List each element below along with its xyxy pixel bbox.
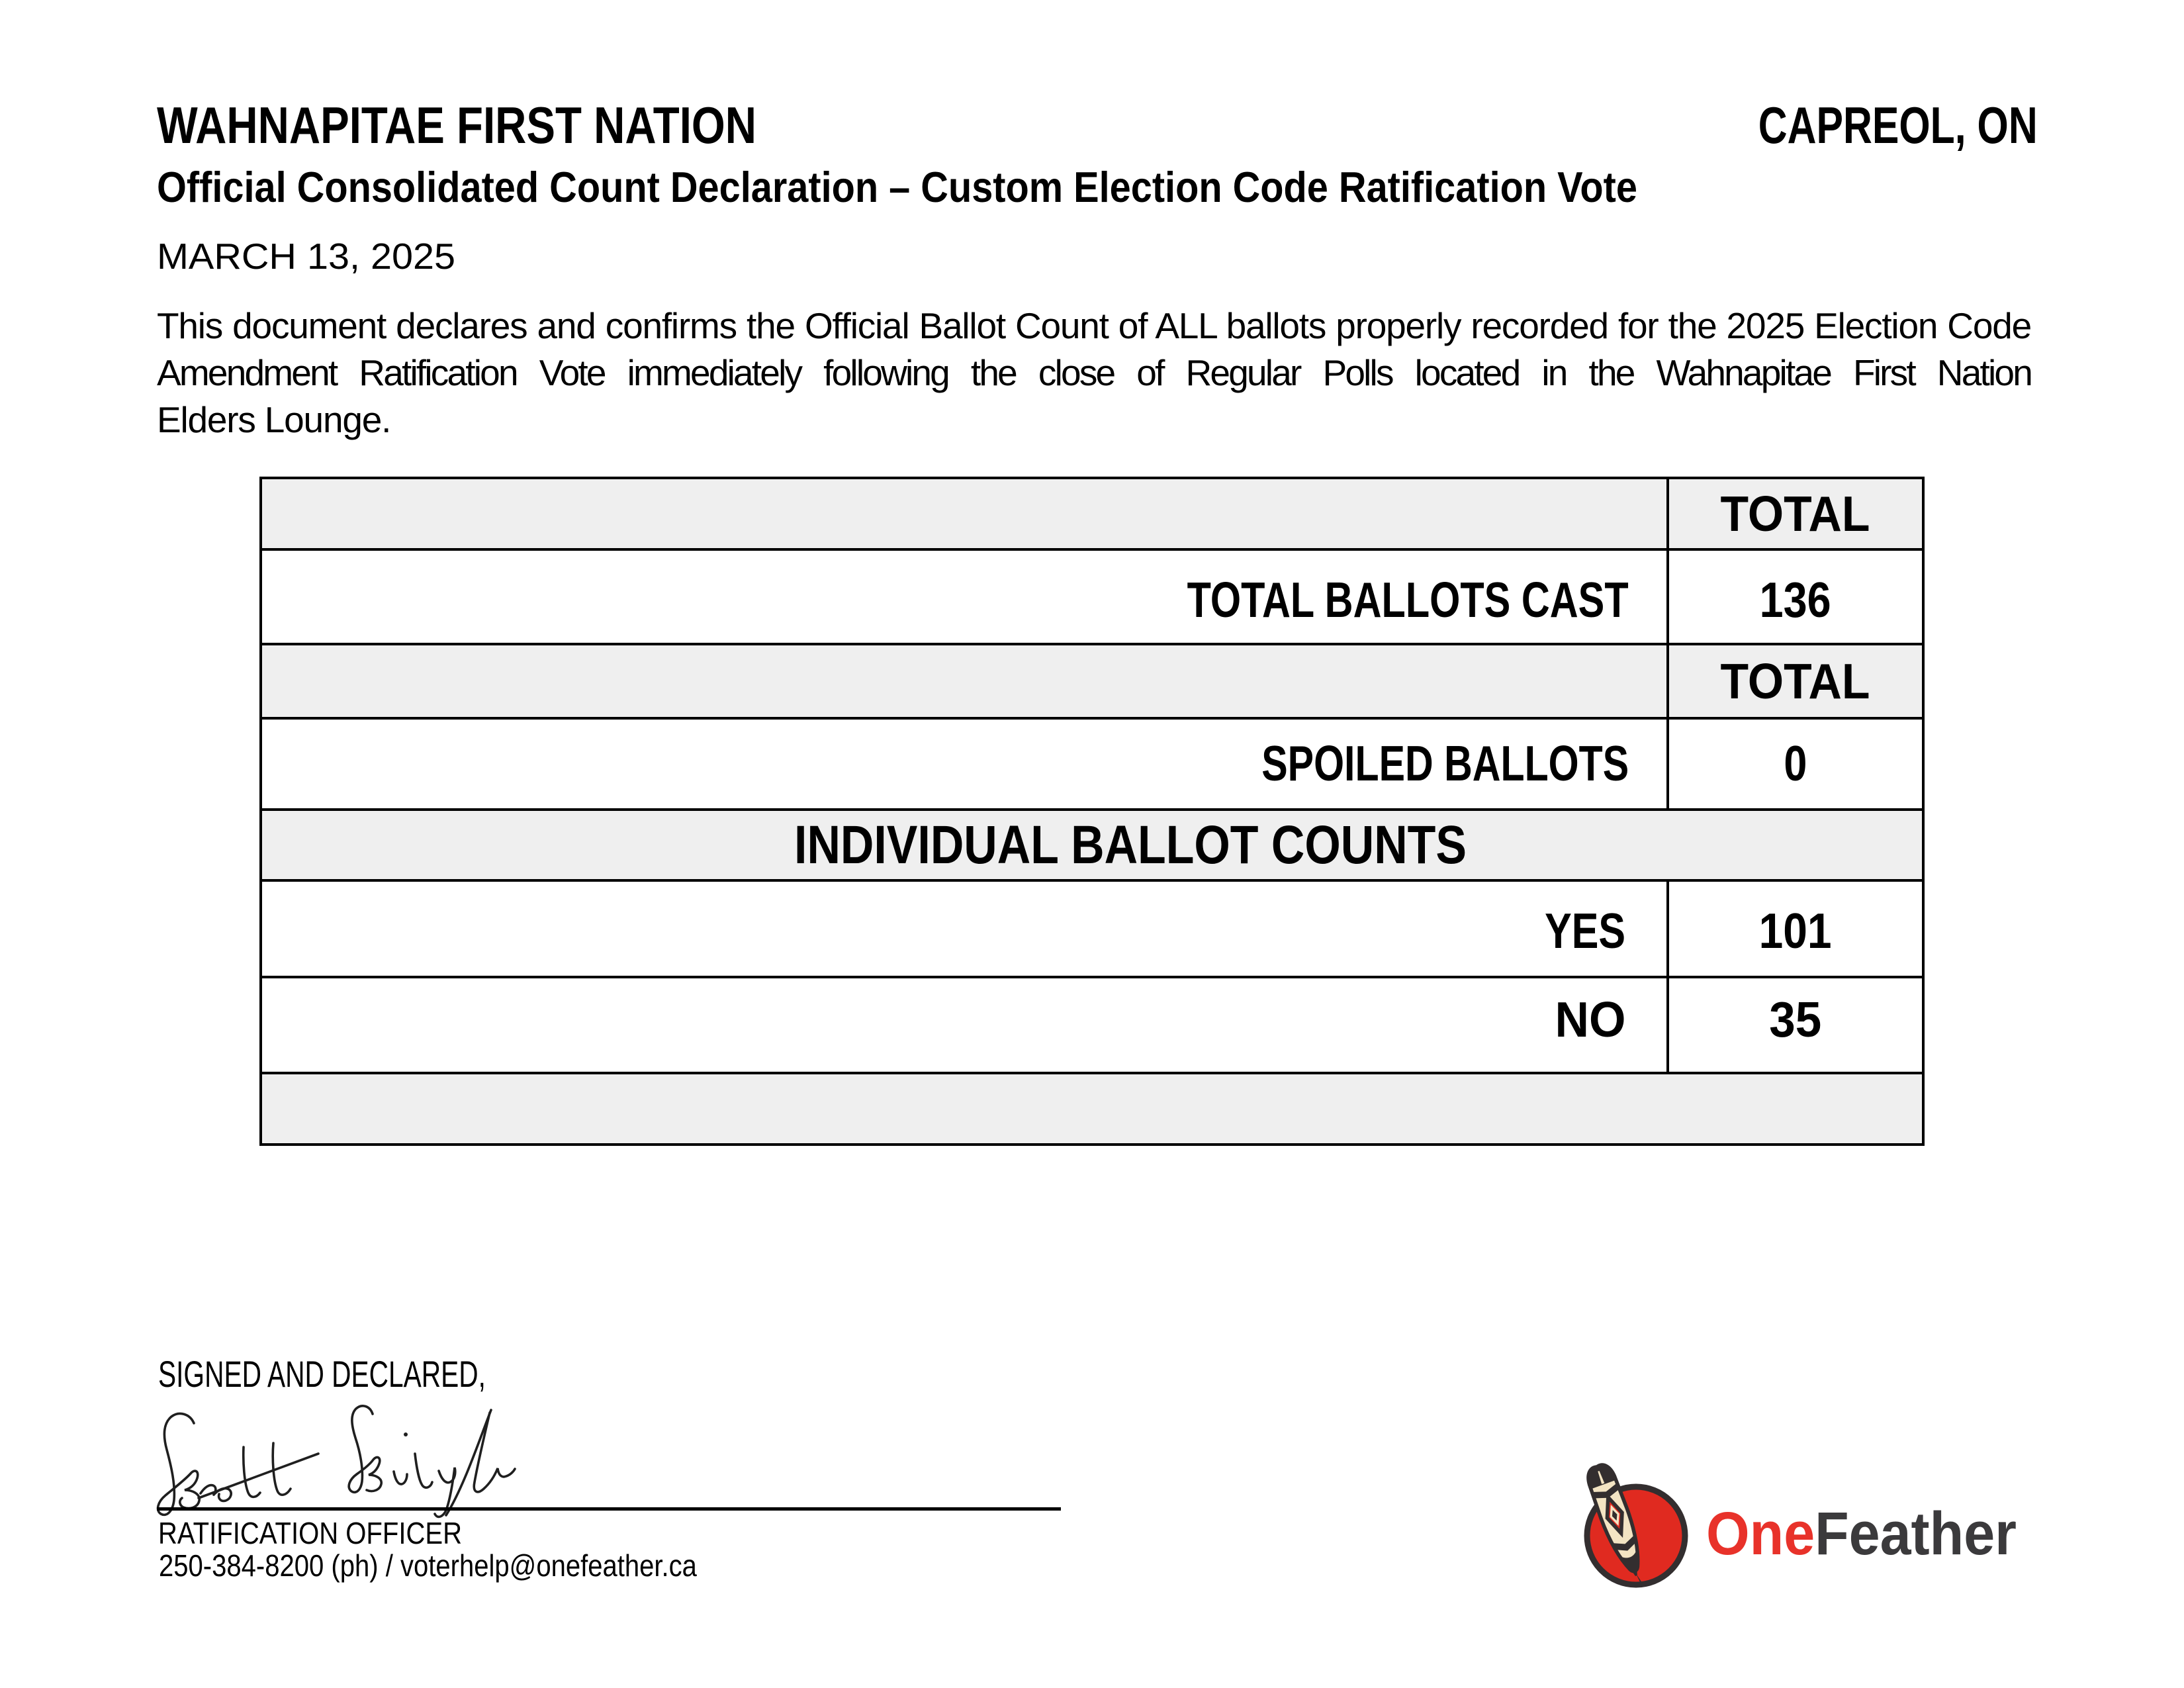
svg-text:OneFeather: OneFeather <box>1706 1500 2017 1568</box>
